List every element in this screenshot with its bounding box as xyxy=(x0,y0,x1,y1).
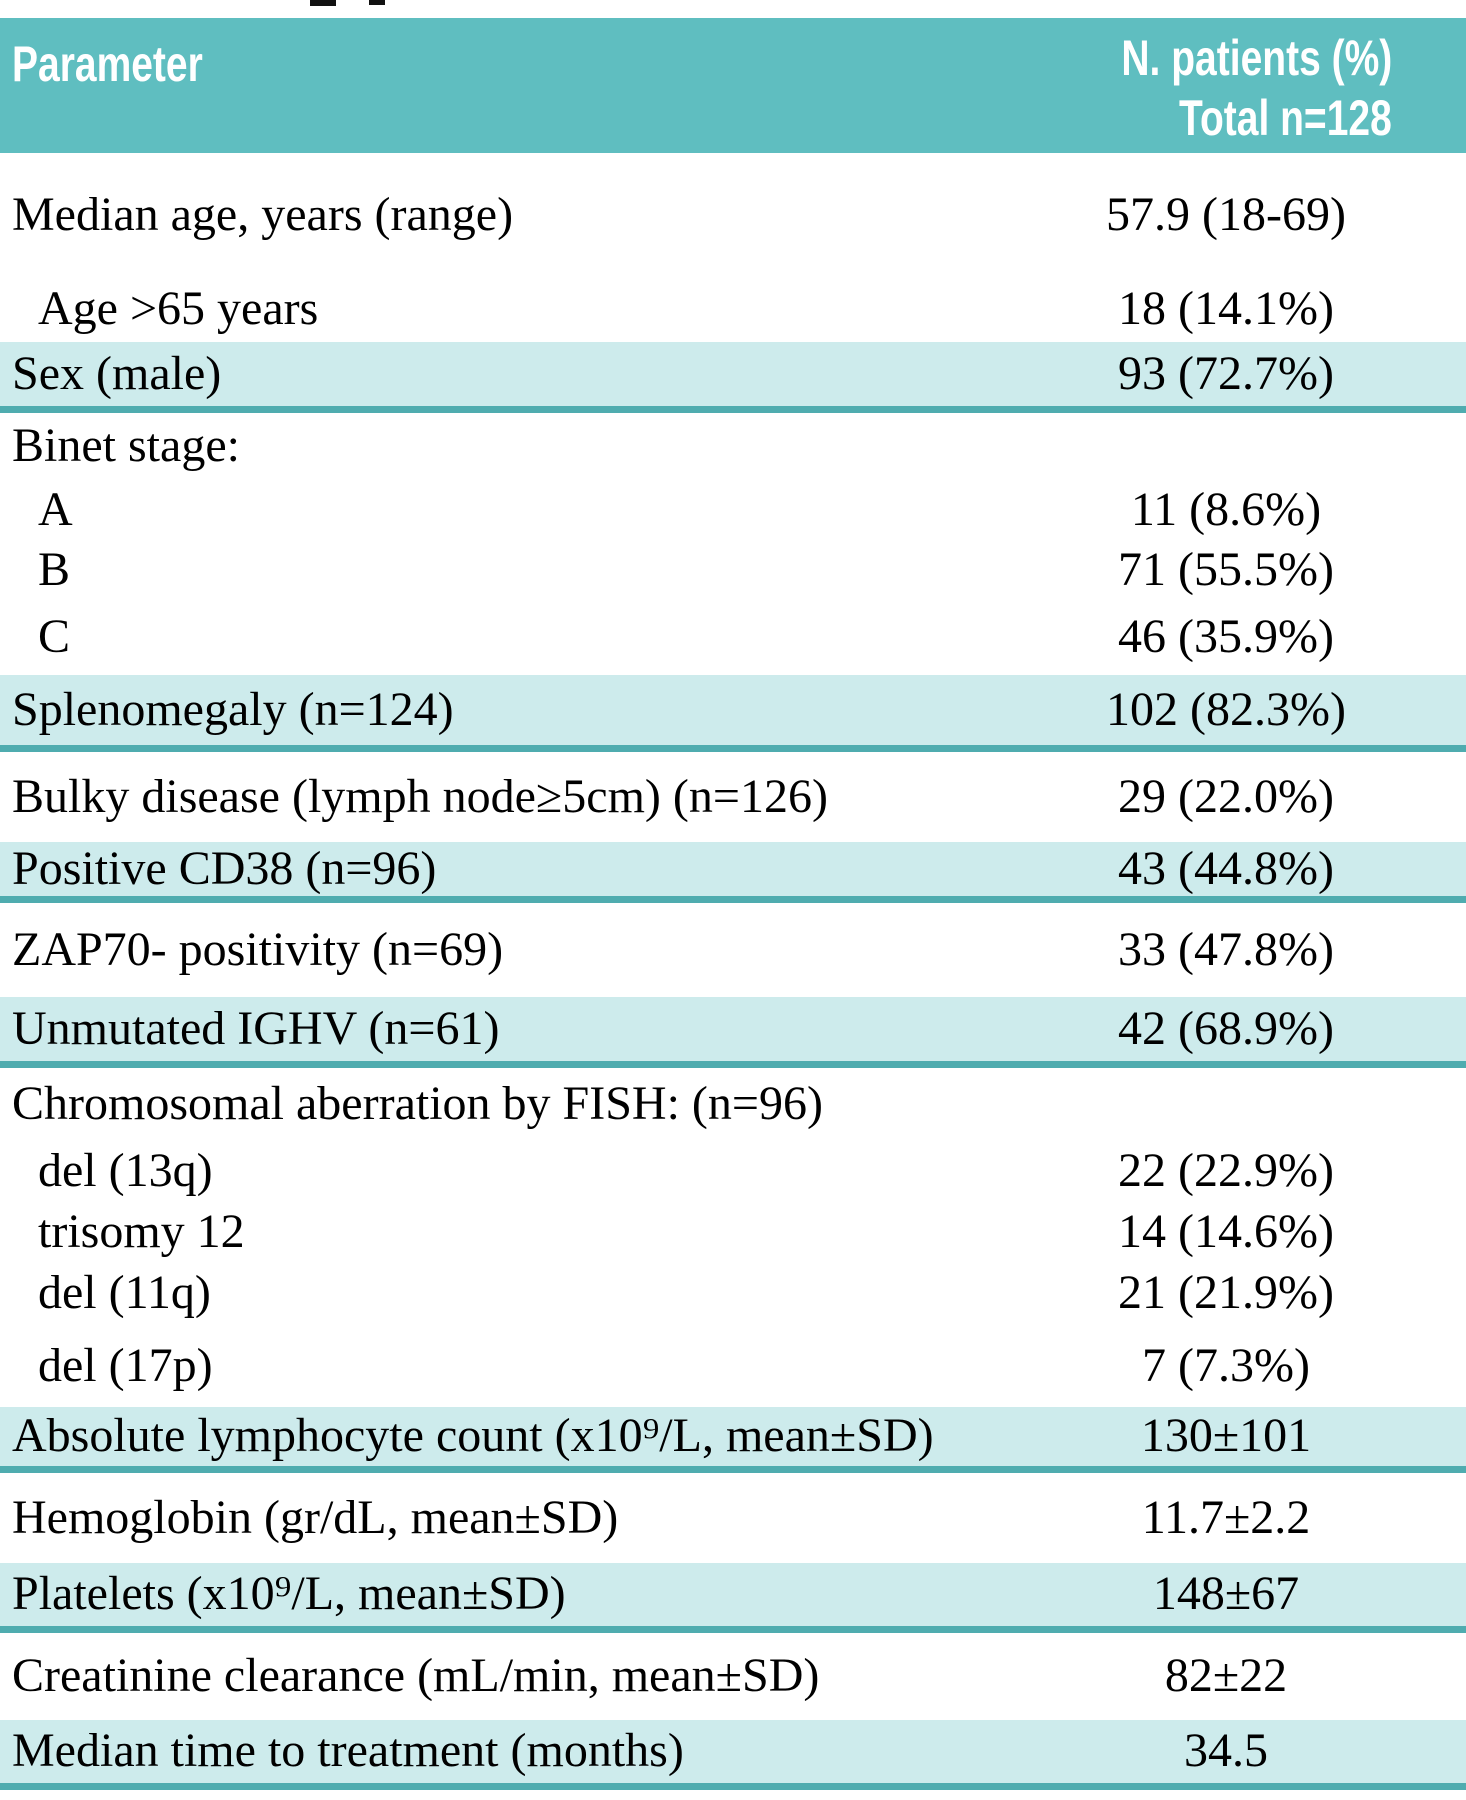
row-value: 7 (7.3%) xyxy=(1142,1338,1310,1392)
row-label: Bulky disease (lymph node≥5cm) (n=126) xyxy=(12,769,828,823)
table-row: del (17p) 7 (7.3%) xyxy=(0,1325,1466,1407)
row-label: ZAP70- positivity (n=69) xyxy=(12,922,504,976)
row-value: 46 (35.9%) xyxy=(1118,610,1334,664)
row-label: Platelets (x10⁹/L, mean±SD) xyxy=(12,1567,566,1621)
row-label: Age >65 years xyxy=(38,282,319,336)
n-patients-header-line2: Total n=128 xyxy=(1179,90,1392,146)
row-value: 29 (22.0%) xyxy=(1118,769,1334,823)
row-label: C xyxy=(38,610,71,664)
table-row: Absolute lymphocyte count (x10⁹/L, mean±… xyxy=(0,1407,1466,1473)
table-row: Binet stage: xyxy=(0,413,1466,480)
table-body: Median age, years (range) 57.9 (18-69) Age… xyxy=(0,153,1466,1790)
table-row: del (13q) 22 (22.9%) xyxy=(0,1140,1466,1202)
n-patients-header-line1: N. patients (%) xyxy=(1121,30,1392,86)
row-label: Sex (male) xyxy=(12,346,222,400)
table-row: Creatinine clearance (mL/min, mean±SD) 82… xyxy=(0,1633,1466,1720)
table-row: Median time to treatment (months) 34.5 xyxy=(0,1720,1466,1790)
table-row: ZAP70- positivity (n=69) 33 (47.8%) xyxy=(0,903,1466,997)
row-label: Absolute lymphocyte count (x10⁹/L, mean±… xyxy=(12,1409,934,1463)
row-value: 11 (8.6%) xyxy=(1130,482,1322,536)
row-value: 43 (44.8%) xyxy=(1118,841,1334,895)
row-value: 82±22 xyxy=(1164,1649,1288,1703)
row-value: 57.9 (18-69) xyxy=(1106,187,1346,241)
row-label: Chromosomal aberration by FISH: (n=96) xyxy=(12,1076,823,1130)
column-header-parameter: Parameter xyxy=(0,18,257,92)
table-row: trisomy 12 14 (14.6%) xyxy=(0,1202,1466,1262)
cropped-text-remnant xyxy=(369,0,385,5)
table-row: A 11 (8.6%) xyxy=(0,480,1466,540)
table-row: Platelets (x10⁹/L, mean±SD) 148±67 xyxy=(0,1563,1466,1633)
row-value: 21 (21.9%) xyxy=(1118,1266,1334,1320)
row-value: 93 (72.7%) xyxy=(1118,346,1334,400)
row-label: Hemoglobin (gr/dL, mean±SD) xyxy=(12,1490,619,1544)
table-row: del (11q) 21 (21.9%) xyxy=(0,1262,1466,1325)
row-label: Creatinine clearance (mL/min, mean±SD) xyxy=(12,1649,820,1703)
row-label: del (11q) xyxy=(38,1266,211,1320)
row-value: 42 (68.9%) xyxy=(1118,1001,1334,1055)
row-label: Binet stage: xyxy=(12,419,240,473)
table-row: Bulky disease (lymph node≥5cm) (n=126) 29… xyxy=(0,752,1466,842)
row-value: 130±101 xyxy=(1140,1409,1312,1463)
row-value: 102 (82.3%) xyxy=(1106,682,1346,736)
cropped-text-remnant xyxy=(310,0,336,6)
table-row: Splenomegaly (n=124) 102 (82.3%) xyxy=(0,675,1466,752)
table-row: B 71 (55.5%) xyxy=(0,540,1466,600)
row-value: 14 (14.6%) xyxy=(1118,1204,1334,1258)
table-row: Sex (male) 93 (72.7%) xyxy=(0,342,1466,413)
row-label: Unmutated IGHV (n=61) xyxy=(12,1001,500,1055)
row-label: A xyxy=(38,482,73,536)
row-label: B xyxy=(38,542,71,596)
table-header-row: Parameter N. patients (%) Total n=128 xyxy=(0,18,1466,153)
table-row: C 46 (35.9%) xyxy=(0,600,1466,675)
table-row: Chromosomal aberration by FISH: (n=96) xyxy=(0,1068,1466,1140)
column-header-n-patients: N. patients (%) Total n=128 xyxy=(1045,18,1466,148)
row-label: Positive CD38 (n=96) xyxy=(12,841,437,895)
row-value: 33 (47.8%) xyxy=(1118,922,1334,976)
patient-characteristics-table: Parameter N. patients (%) Total n=128 Me… xyxy=(0,18,1466,1790)
row-value: 18 (14.1%) xyxy=(1118,282,1334,336)
table-row: Median age, years (range) 57.9 (18-69) xyxy=(0,153,1466,277)
row-label: Median age, years (range) xyxy=(12,187,514,241)
row-label: Median time to treatment (months) xyxy=(12,1724,684,1778)
table-row: Unmutated IGHV (n=61) 42 (68.9%) xyxy=(0,997,1466,1068)
row-label: del (17p) xyxy=(38,1338,213,1392)
parameter-header-label: Parameter xyxy=(12,36,203,92)
row-value: 11.7±2.2 xyxy=(1141,1490,1311,1544)
table-row: Age >65 years 18 (14.1%) xyxy=(0,277,1466,342)
row-value: 22 (22.9%) xyxy=(1118,1143,1334,1197)
row-label: Splenomegaly (n=124) xyxy=(12,682,454,736)
row-label: trisomy 12 xyxy=(38,1204,245,1258)
row-value: 34.5 xyxy=(1184,1724,1268,1778)
row-value: 71 (55.5%) xyxy=(1118,542,1334,596)
row-label: del (13q) xyxy=(38,1143,213,1197)
row-value: 148±67 xyxy=(1152,1567,1300,1621)
table-row: Positive CD38 (n=96) 43 (44.8%) xyxy=(0,842,1466,903)
table-row: Hemoglobin (gr/dL, mean±SD) 11.7±2.2 xyxy=(0,1473,1466,1563)
